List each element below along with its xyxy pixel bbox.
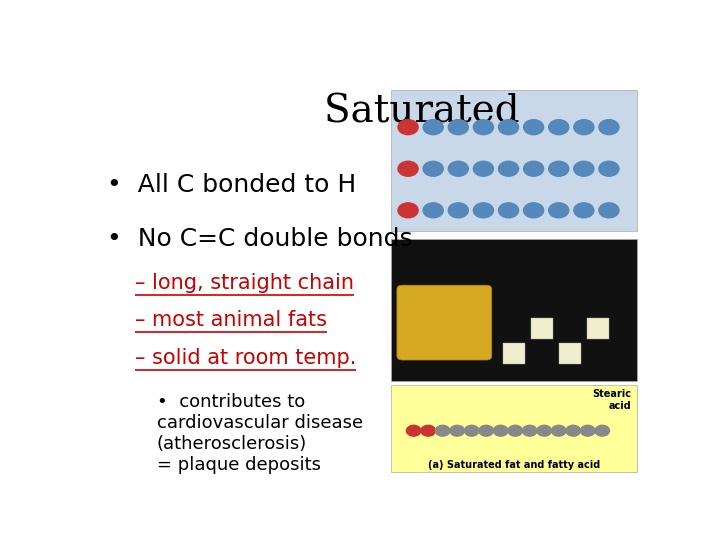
Circle shape <box>549 203 569 218</box>
Circle shape <box>436 426 450 436</box>
Circle shape <box>423 120 444 134</box>
FancyBboxPatch shape <box>392 385 637 472</box>
Circle shape <box>423 203 444 218</box>
Text: •  contributes to
cardiovascular disease
(atherosclerosis)
= plaque deposits: • contributes to cardiovascular disease … <box>157 393 363 474</box>
FancyBboxPatch shape <box>392 239 637 381</box>
Circle shape <box>552 426 566 436</box>
FancyBboxPatch shape <box>587 319 609 339</box>
Circle shape <box>523 120 544 134</box>
Circle shape <box>421 426 436 436</box>
Circle shape <box>423 161 444 176</box>
Circle shape <box>406 426 421 436</box>
Text: Stearic
acid: Stearic acid <box>593 389 631 411</box>
FancyBboxPatch shape <box>397 285 492 360</box>
Circle shape <box>450 426 464 436</box>
Circle shape <box>493 426 508 436</box>
Circle shape <box>464 426 479 436</box>
Circle shape <box>595 426 610 436</box>
Circle shape <box>498 161 518 176</box>
Circle shape <box>398 203 418 218</box>
Circle shape <box>398 120 418 134</box>
Circle shape <box>574 120 594 134</box>
Circle shape <box>449 203 468 218</box>
Circle shape <box>599 203 619 218</box>
Circle shape <box>398 161 418 176</box>
Text: •  No C=C double bonds: • No C=C double bonds <box>107 227 413 251</box>
Circle shape <box>599 161 619 176</box>
FancyBboxPatch shape <box>503 343 526 364</box>
Text: •  All C bonded to H: • All C bonded to H <box>107 173 356 197</box>
Circle shape <box>473 120 493 134</box>
Text: – most animal fats: – most animal fats <box>135 310 327 330</box>
Circle shape <box>449 161 468 176</box>
Circle shape <box>566 426 580 436</box>
Circle shape <box>549 161 569 176</box>
Circle shape <box>473 161 493 176</box>
Text: (a) Saturated fat and fatty acid: (a) Saturated fat and fatty acid <box>428 460 600 470</box>
Circle shape <box>523 203 544 218</box>
Text: – solid at room temp.: – solid at room temp. <box>135 348 356 368</box>
FancyBboxPatch shape <box>559 343 581 364</box>
Circle shape <box>574 203 594 218</box>
Circle shape <box>574 161 594 176</box>
Circle shape <box>508 426 523 436</box>
Circle shape <box>479 426 493 436</box>
Circle shape <box>599 120 619 134</box>
Circle shape <box>498 203 518 218</box>
Circle shape <box>549 120 569 134</box>
Circle shape <box>498 120 518 134</box>
Circle shape <box>537 426 552 436</box>
Circle shape <box>580 426 595 436</box>
FancyBboxPatch shape <box>531 319 553 339</box>
Text: Saturated: Saturated <box>324 94 532 131</box>
Circle shape <box>523 426 537 436</box>
Circle shape <box>473 203 493 218</box>
Circle shape <box>449 120 468 134</box>
Text: – long, straight chain: – long, straight chain <box>135 273 354 293</box>
FancyBboxPatch shape <box>392 90 637 231</box>
Circle shape <box>523 161 544 176</box>
